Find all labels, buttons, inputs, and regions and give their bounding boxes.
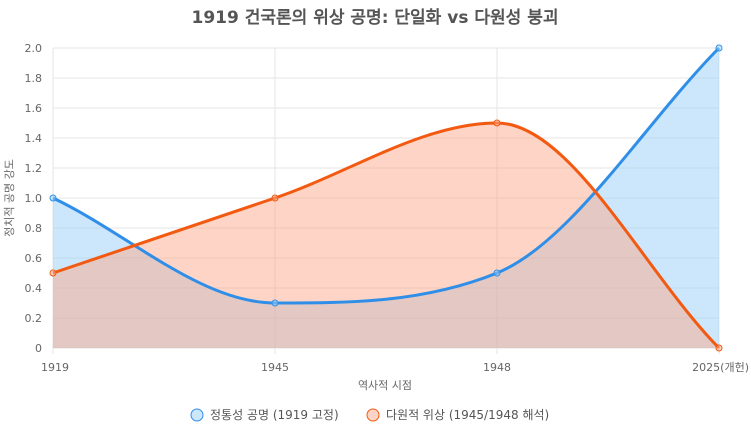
y-tick-label: 0 xyxy=(35,342,42,355)
x-tick-label: 1945 xyxy=(261,361,289,374)
y-tick-label: 0.6 xyxy=(25,252,43,265)
y-axis-label: 정치적 공명 강도 xyxy=(3,159,16,237)
data-point[interactable] xyxy=(49,269,57,277)
chart-title: 1919 건국론의 위상 공명: 단일화 vs 다원성 붕괴 xyxy=(192,8,559,28)
y-tick-label: 1.6 xyxy=(25,102,43,115)
data-point[interactable] xyxy=(49,194,57,202)
legend-item-0[interactable]: 정통성 공명 (1919 고정) xyxy=(190,408,339,422)
series-line-1 xyxy=(52,121,721,350)
data-point[interactable] xyxy=(493,269,501,277)
data-point[interactable] xyxy=(715,44,723,52)
data-point[interactable] xyxy=(271,299,279,307)
y-axis-ticks: 0 0.2 0.4 0.6 0.8 1.0 1.2 1.4 1.6 1.8 2.0 xyxy=(25,42,43,355)
data-point[interactable] xyxy=(715,344,723,352)
y-tick-label: 1.4 xyxy=(25,132,43,145)
x-tick-label: 2025(개헌) xyxy=(692,361,749,374)
legend-label: 다원적 위상 (1945/1948 해석) xyxy=(386,408,549,422)
series-area-1 xyxy=(53,123,719,348)
legend-item-1[interactable]: 다원적 위상 (1945/1948 해석) xyxy=(366,408,549,422)
y-tick-label: 2.0 xyxy=(25,42,43,55)
series-line-0 xyxy=(52,46,721,305)
data-point[interactable] xyxy=(271,194,279,202)
legend-label: 정통성 공명 (1919 고정) xyxy=(210,408,339,422)
y-tick-label: 0.2 xyxy=(25,312,43,325)
legend-swatch xyxy=(366,408,380,422)
series-lines xyxy=(52,46,721,350)
data-point[interactable] xyxy=(493,119,501,127)
y-tick-label: 1.8 xyxy=(25,72,43,85)
y-tick-label: 0.4 xyxy=(25,282,43,295)
series-points xyxy=(49,44,723,352)
legend-swatch xyxy=(190,408,204,422)
y-tick-label: 1.2 xyxy=(25,162,43,175)
x-axis-label: 역사적 시점 xyxy=(358,379,412,392)
legend: 정통성 공명 (1919 고정) 다원적 위상 (1945/1948 해석) xyxy=(190,408,549,422)
x-tick-label: 1948 xyxy=(483,361,511,374)
x-axis-ticks: 1919 1945 1948 2025(개헌) xyxy=(41,361,749,374)
x-tick-label: 1919 xyxy=(41,361,69,374)
y-tick-label: 0.8 xyxy=(25,222,43,235)
y-tick-label: 1.0 xyxy=(25,192,43,205)
